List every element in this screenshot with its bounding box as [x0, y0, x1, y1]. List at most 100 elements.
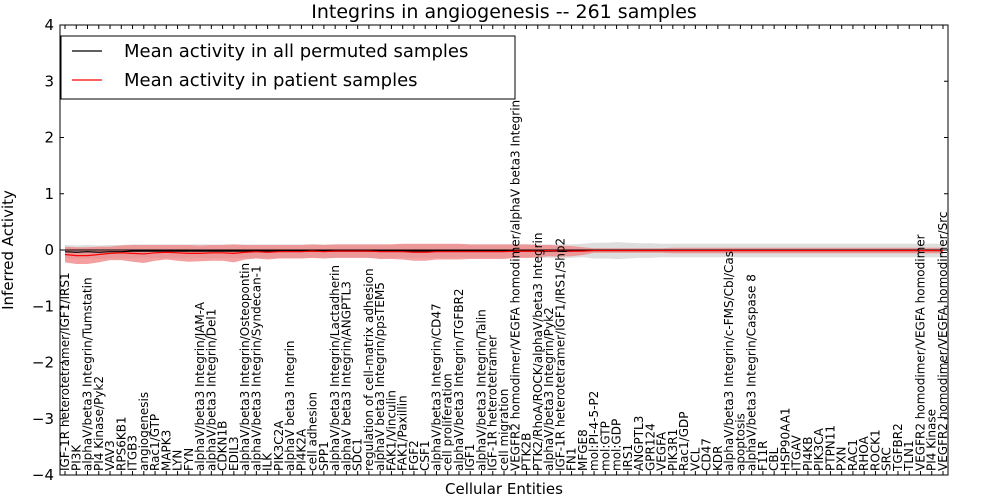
x-tick-label: alphaV/beta3 Integrin/Lactadherin: [328, 265, 342, 471]
x-tick-label: PTPN11: [823, 425, 837, 471]
y-tick-label: 3: [44, 72, 54, 90]
x-tick-label: ROCK1: [868, 429, 882, 471]
x-tick-label: MAPK3: [159, 430, 173, 471]
x-tick-label: TLN1: [902, 440, 916, 472]
x-tick-label: RAC1: [846, 439, 860, 471]
x-tick-label: VCL: [688, 447, 702, 471]
x-tick-label: alphaV beta3 Integrin: [283, 340, 297, 471]
y-axis-label: Inferred Activity: [0, 190, 17, 310]
x-tick-label: FAK1/Paxillin: [396, 395, 410, 471]
x-tick-label: PI3K: [69, 444, 83, 471]
x-tick-label: RPS6KB1: [114, 416, 128, 471]
x-tick-label: PIK3C2A: [272, 420, 286, 471]
y-tick-label: −1: [32, 297, 54, 315]
legend-box: [60, 35, 516, 100]
y-tick-label: 1: [44, 185, 54, 203]
y-tick-label: 2: [44, 129, 54, 147]
x-tick-label: alphaV/beta3 Integrin/Del1: [204, 309, 218, 471]
x-tick-label: EDIL3: [227, 436, 241, 471]
y-tick-label: 4: [44, 16, 54, 34]
x-tick-label: ANGPTL3: [632, 416, 646, 471]
x-tick-label: mol:GDP: [610, 419, 624, 471]
x-tick-label: GPR124: [643, 423, 657, 471]
x-tick-label: PI4 Kinase: [925, 409, 939, 471]
x-tick-label: alphaV/beta3 Integrin/Caspase 8: [745, 274, 759, 471]
x-tick-label: IGF-1R heterotetramer: [486, 335, 500, 471]
x-tick-label: CBL: [767, 447, 781, 471]
y-tick-label: −4: [32, 466, 54, 484]
y-tick-label: −3: [32, 410, 54, 428]
x-tick-label: PIK3R1: [666, 429, 680, 471]
x-tick-label: CD47: [700, 438, 714, 471]
x-tick-label: F11R: [756, 440, 770, 471]
x-tick-label: FN1: [565, 447, 579, 471]
x-tick-label: PI4 Kinase/Pyk2: [92, 376, 106, 471]
x-tick-label: FYN: [182, 448, 196, 471]
y-tick-label: 0: [44, 241, 54, 259]
x-tick-label: angiogenesis: [137, 392, 151, 471]
chart-title: Integrins in angiogenesis -- 261 samples: [311, 1, 697, 23]
band-patient: [65, 243, 943, 265]
x-tick-label: IGF-1R heterotetramer/IGF1/IRS1/Shp2: [553, 238, 567, 471]
x-tick-label: SPP1: [317, 441, 331, 471]
x-tick-label: VEGFR2 homodimer/VEGFA homodimer/Src: [936, 211, 950, 471]
x-axis-ticks: IGF-1R heterotetramer/IGF1/IRS1PI3Kalpha…: [58, 25, 950, 475]
x-tick-label: regulation of cell-matrix adhesion: [362, 268, 376, 471]
x-tick-label: PI4K2A: [294, 428, 308, 471]
x-tick-label: PXN: [835, 447, 849, 471]
x-tick-label: alphaV/beta3 Integrin/Talin: [474, 309, 488, 471]
x-tick-label: MFGE8: [576, 429, 590, 471]
x-tick-label: alphaV beta3 Integrin/ANGPTL3: [339, 281, 353, 471]
x-tick-label: Rac1/GTP: [148, 414, 162, 471]
y-tick-label: −2: [32, 354, 54, 372]
x-tick-label: alphaV/beta3 Integrin/TGFBR2: [452, 288, 466, 471]
x-tick-label: alphaV/beta3 Integrin/Osteopontin: [238, 263, 252, 471]
x-tick-label: SRC: [880, 447, 894, 471]
x-tick-label: VEGFA: [655, 431, 669, 471]
x-tick-label: ITGAV: [790, 434, 804, 471]
x-tick-label: cell migration: [497, 389, 511, 471]
x-tick-label: FGF2: [407, 440, 421, 471]
x-tick-label: PI4KB: [801, 436, 815, 471]
series-lines: [64, 249, 943, 257]
x-tick-label: HSP90AA1: [778, 407, 792, 471]
x-tick-label: RHOA: [857, 435, 871, 471]
x-tick-label: mol:PI-4-5-P2: [587, 391, 601, 471]
x-tick-label: VEGFR2 homodimer/VEGFA homodimer: [913, 234, 927, 471]
x-tick-label: ILK: [261, 452, 275, 471]
series-line-patient: [64, 249, 943, 257]
x-tick-label: FAK1/Vinculin: [384, 390, 398, 471]
x-tick-label: PIK3CA: [812, 427, 826, 471]
x-tick-label: alphaV/beta3 Integrin/Syndecan-1: [249, 265, 263, 471]
y-axis-ticks: −4 −3 −2 −1 0 1 2 3 4: [32, 16, 948, 484]
x-tick-label: KDR: [711, 446, 725, 471]
x-tick-label: apoptosis: [733, 413, 747, 471]
x-tick-label: CDKN1B: [216, 421, 230, 471]
x-tick-label: alphaV/beta3 Integrin/Pyk2: [542, 307, 556, 471]
x-tick-label: VAV3: [103, 440, 117, 471]
x-tick-label: IRS1: [621, 444, 635, 471]
x-tick-label: mol:GTP: [598, 421, 612, 471]
legend-label: Mean activity in patient samples: [124, 70, 418, 91]
x-tick-label: ITGB3: [126, 435, 140, 471]
x-tick-label: Rac1/GDP: [677, 412, 691, 471]
x-tick-label: cell proliferation: [441, 373, 455, 471]
x-tick-label: CSF1: [418, 440, 432, 471]
legend: Mean activity in all permuted samples Mea…: [60, 35, 516, 100]
x-tick-label: IGF1: [463, 444, 477, 471]
x-tick-label: alphaV/beta3 Integrin/c-FMS/Cbl/Cas: [722, 251, 736, 471]
x-tick-label: PTK2/RhoA/ROCK/alphaV/beta3 Integrin: [531, 233, 545, 471]
x-tick-label: LYN: [171, 450, 185, 471]
x-tick-label: alphaV beta3 Integrin/ppsTEM5: [373, 282, 387, 471]
x-axis-label: Cellular Entities: [445, 480, 563, 498]
x-tick-label: alphaV/beta3 Integrin/JAM-A: [193, 301, 207, 471]
legend-label: Mean activity in all permuted samples: [124, 41, 468, 62]
x-tick-label: alphaV/beta3 Integrin/CD47: [429, 303, 443, 471]
x-tick-label: VEGFR2 homodimer/VEGFA homodimer/alphaV …: [508, 100, 522, 471]
x-tick-label: TGFBR2: [891, 423, 905, 472]
x-tick-label: alphaV/beta3 Integrin/Tumstatin: [81, 277, 95, 471]
x-tick-label: SDC1: [351, 438, 365, 471]
x-tick-label: cell adhesion: [306, 392, 320, 471]
x-tick-label: PTK2B: [520, 433, 534, 471]
